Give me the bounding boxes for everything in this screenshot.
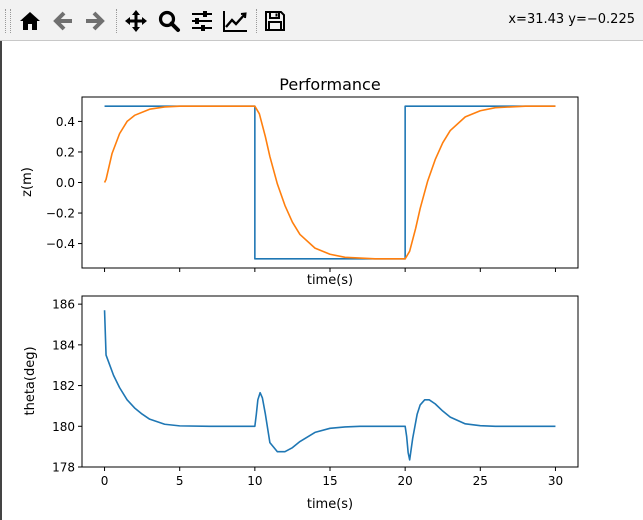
- bottom-lines: [103, 310, 556, 461]
- top-ytick-label: −0.4: [46, 237, 75, 251]
- top-series-line-1: [104, 105, 556, 260]
- bottom-xtick-label: 25: [473, 474, 488, 488]
- top-series-line-2: [103, 105, 556, 260]
- bottom-xtick-label: 0: [101, 474, 109, 488]
- bottom-ytick-label: 186: [52, 298, 75, 312]
- top-ytick-label: −0.2: [46, 207, 75, 221]
- back-arrow-icon[interactable]: [50, 8, 76, 34]
- bottom-xtick-label: 10: [247, 474, 262, 488]
- zoom-icon[interactable]: [156, 8, 182, 34]
- bottom-xtick-label: 30: [548, 474, 563, 488]
- bottom-ytick-label: 182: [52, 379, 75, 393]
- top-ytick-label: 0.4: [56, 115, 75, 129]
- home-icon[interactable]: [17, 8, 43, 34]
- bottom-ticks: 0 5 10 15 20 25 30 178 180 182 184 186: [52, 298, 563, 488]
- toolbar-grip[interactable]: [5, 9, 11, 33]
- bottom-plot-frame: [81, 295, 579, 468]
- toolbar-separator: [256, 9, 257, 33]
- configure-subplots-icon[interactable]: [189, 8, 215, 34]
- toolbar: x=31.43 y=−0.225: [0, 0, 643, 41]
- toolbar-separator: [116, 9, 117, 33]
- bottom-ytick-label: 180: [52, 420, 75, 434]
- top-chart-title: Performance: [279, 75, 380, 94]
- top-ytick-label: 0.2: [56, 145, 75, 159]
- bottom-axes: theta(deg) time(s) 0 5 10 15 20 25 30 178 180 182…: [23, 295, 579, 512]
- cursor-coordinates: x=31.43 y=−0.225: [508, 12, 635, 27]
- top-axes: Performance z(m) time(s) −0.4 −0.2 0.0 0.2 0…: [20, 75, 579, 288]
- bottom-ylabel: theta(deg): [23, 346, 38, 415]
- edit-curves-icon[interactable]: [222, 8, 248, 34]
- top-plot-frame: [81, 96, 579, 269]
- window-edge: [0, 41, 2, 520]
- top-ticks: −0.4 −0.2 0.0 0.2 0.4: [46, 115, 556, 272]
- bottom-ytick-label: 178: [52, 461, 75, 475]
- top-ylabel: z(m): [20, 167, 35, 197]
- top-ytick-label: 0.0: [56, 176, 75, 190]
- bottom-series-line-1: [103, 310, 556, 461]
- bottom-xtick-label: 5: [176, 474, 184, 488]
- forward-arrow-icon[interactable]: [82, 8, 108, 34]
- bottom-xlabel: time(s): [307, 497, 353, 512]
- figure-canvas[interactable]: Performance z(m) time(s) −0.4 −0.2 0.0 0.2 0…: [0, 41, 643, 520]
- top-xlabel: time(s): [307, 273, 353, 288]
- bottom-xtick-label: 15: [322, 474, 337, 488]
- pan-icon[interactable]: [123, 8, 149, 34]
- bottom-ytick-label: 184: [52, 338, 75, 352]
- bottom-xtick-label: 20: [398, 474, 413, 488]
- top-lines: [103, 105, 556, 260]
- save-icon[interactable]: [262, 8, 288, 34]
